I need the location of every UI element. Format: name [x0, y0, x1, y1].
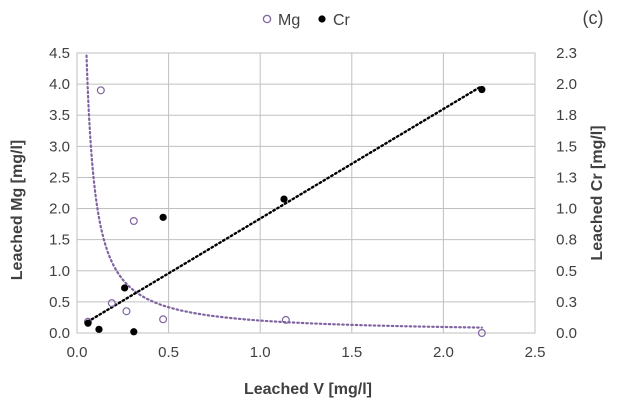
mg-point [281, 315, 290, 324]
cr-point [478, 85, 486, 94]
y-right-tick-label: 0.0 [556, 325, 577, 342]
x-tick-label: 0.0 [67, 344, 88, 361]
y-left-tick-label: 2.5 [49, 169, 70, 186]
legend: Mg Cr [262, 12, 351, 29]
y-left-axis-title: Leached Mg [mg/l] [9, 140, 26, 280]
y-right-axis-title: Leached Cr [mg/l] [589, 125, 606, 260]
legend-cr-label: Cr [333, 12, 351, 29]
panel-label: (c) [583, 8, 604, 28]
y-right-tick-label: 1.3 [556, 169, 577, 186]
x-tick-label: 1.0 [250, 344, 271, 361]
cr-point [130, 328, 138, 336]
y-left-tick-label: 1.0 [49, 263, 70, 280]
mg-trendline [85, 54, 483, 329]
y-left-tick-label: 4.5 [49, 45, 70, 62]
y-left-tick-label: 2.0 [49, 201, 70, 218]
y-right-tick-labels: 0.0 0.3 0.5 0.8 1.0 1.3 1.5 1.8 2.0 2.3 [556, 45, 577, 342]
mg-point [107, 299, 116, 308]
y-left-tick-labels: 0.0 0.5 1.0 1.5 2.0 2.5 3.0 3.5 4.0 4.5 [49, 45, 70, 342]
y-right-tick-label: 0.3 [556, 294, 577, 311]
y-right-tick-label: 0.8 [556, 232, 577, 249]
x-tick-label: 2.5 [525, 344, 546, 361]
cr-point [121, 284, 129, 292]
mg-point [159, 315, 168, 324]
legend-mg-label: Mg [278, 12, 300, 29]
cr-point [280, 195, 288, 203]
y-right-tick-label: 2.3 [556, 45, 577, 62]
x-axis-title: Leached V [mg/l] [244, 381, 372, 398]
y-left-tick-label: 1.5 [49, 232, 70, 249]
y-right-tick-label: 1.8 [556, 107, 577, 124]
legend-cr-marker-icon [318, 15, 326, 23]
y-left-tick-label: 0.5 [49, 294, 70, 311]
trendlines [85, 54, 484, 329]
mg-point [477, 329, 486, 338]
x-tick-labels: 0.0 0.5 1.0 1.5 2.0 2.5 [67, 344, 546, 361]
y-left-tick-label: 4.0 [49, 76, 70, 93]
y-right-tick-label: 1.5 [556, 138, 577, 155]
data-points [83, 85, 486, 338]
mg-point [129, 217, 138, 226]
y-right-tick-label: 2.0 [556, 76, 577, 93]
cr-trendline [86, 84, 484, 323]
x-tick-label: 1.5 [341, 344, 362, 361]
y-right-tick-label: 1.0 [556, 201, 577, 218]
x-tick-label: 2.0 [433, 344, 454, 361]
legend-mg-marker-icon [262, 14, 272, 24]
x-tick-label: 0.5 [158, 344, 179, 361]
plot-area [76, 52, 536, 334]
y-right-tick-label: 0.5 [556, 263, 577, 280]
cr-point [159, 213, 167, 221]
y-left-tick-label: 3.0 [49, 138, 70, 155]
y-left-tick-label: 3.5 [49, 107, 70, 124]
cr-point [84, 319, 92, 327]
mg-point [122, 307, 131, 316]
cr-point [95, 325, 103, 333]
y-left-tick-label: 0.0 [49, 325, 70, 342]
mg-point [96, 86, 105, 95]
